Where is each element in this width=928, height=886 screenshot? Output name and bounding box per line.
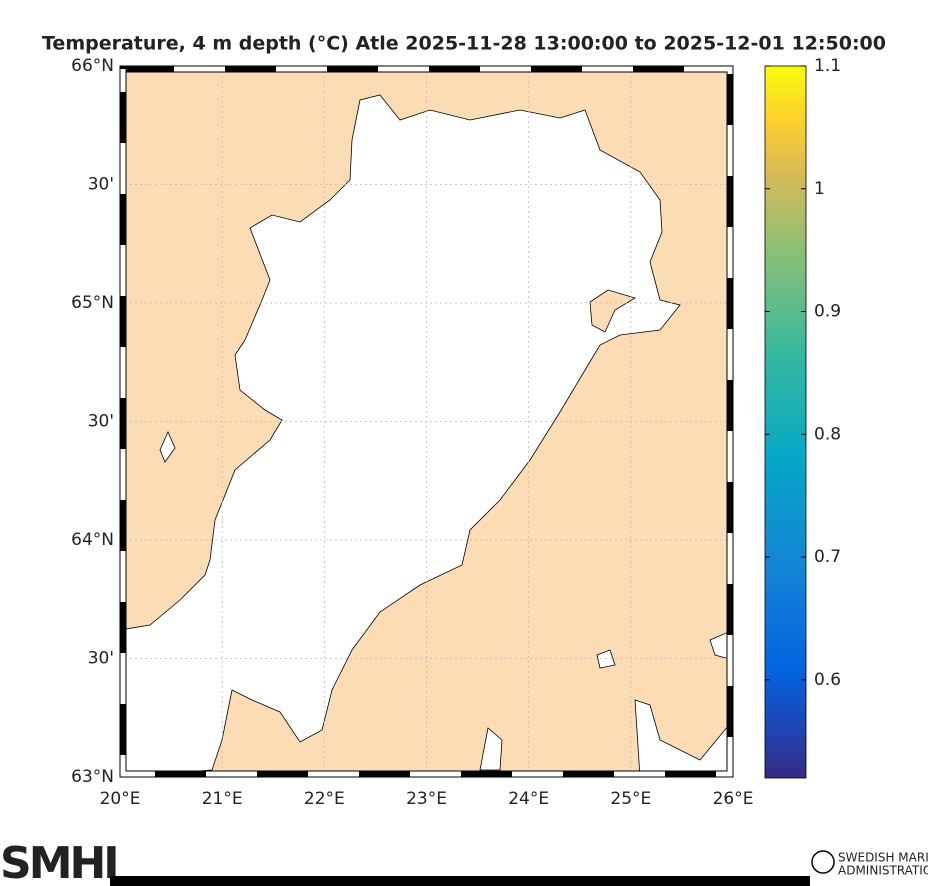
x-tick-label: 24°E xyxy=(508,789,549,809)
x-tick-label: 20°E xyxy=(100,789,141,809)
logo-emblem xyxy=(811,850,835,874)
frame xyxy=(119,65,734,778)
footer-bar xyxy=(110,876,810,886)
peninsula xyxy=(589,289,636,333)
x-tick-label: 23°E xyxy=(406,789,447,809)
y-tick-label: 30' xyxy=(88,649,114,669)
frame-border xyxy=(119,65,734,778)
colorbar-label: 0.7 xyxy=(814,547,841,567)
y-tick-label: 30' xyxy=(88,175,114,195)
sea xyxy=(634,699,733,777)
logo-sma: ADMINISTRATION xyxy=(838,864,928,878)
lake xyxy=(596,649,616,669)
x-tick-label: 22°E xyxy=(304,789,345,809)
colorbar-label: 1 xyxy=(814,179,825,199)
frame-border xyxy=(120,66,733,777)
sea xyxy=(120,94,681,777)
colorbar-label: 0.8 xyxy=(814,424,841,444)
y-tick-label: 65°N xyxy=(71,293,114,313)
x-tick-label: 21°E xyxy=(202,789,243,809)
y-tick-label: 64°N xyxy=(71,530,114,550)
colorbar xyxy=(764,65,807,779)
y-tick-label: 30' xyxy=(88,412,114,432)
colorbar-label: 1.1 xyxy=(814,56,841,76)
x-tick-label: 25°E xyxy=(610,789,651,809)
y-tick-label: 66°N xyxy=(71,56,114,76)
lake xyxy=(479,727,503,771)
logo-smhi: SMHI xyxy=(0,838,117,886)
chart-title: Temperature, 4 m depth (°C) Atle 2025-11… xyxy=(42,33,886,55)
x-tick-label: 26°E xyxy=(713,789,754,809)
lake xyxy=(159,431,176,463)
colorbar-label: 0.9 xyxy=(814,302,841,322)
y-tick-label: 63°N xyxy=(71,767,114,787)
colorbar-label: 0.6 xyxy=(814,670,841,690)
logo-sma: SWEDISH MARITIME xyxy=(838,851,928,865)
